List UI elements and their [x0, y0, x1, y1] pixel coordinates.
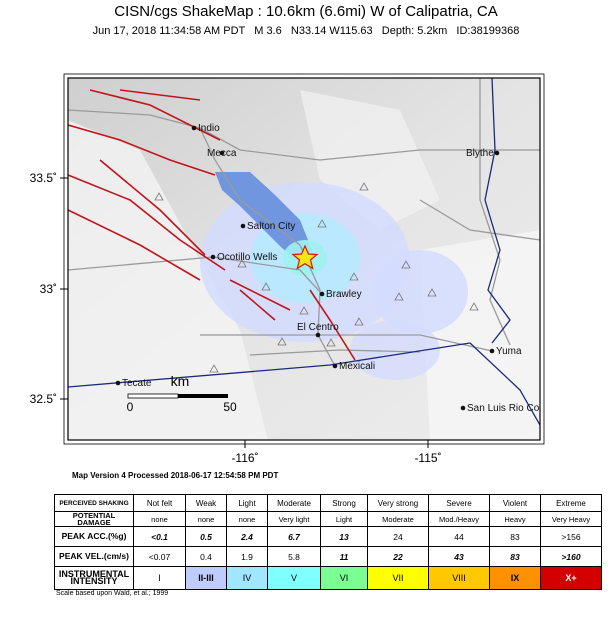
legend-cell: none	[133, 511, 186, 527]
legend-cell: Moderate	[367, 511, 429, 527]
city-label: Indio	[198, 123, 220, 134]
column-header: Very strong	[367, 494, 429, 512]
legend-cell: IX	[489, 566, 541, 590]
map-body: Indio Mecca Blythe Salton City Ocotillo …	[68, 78, 540, 440]
scale-end: 50	[223, 400, 237, 414]
map-version: Map Version 4 Processed 2018-06-17 12:54…	[72, 471, 279, 480]
legend-cell: 13	[320, 526, 368, 547]
legend-cell: 43	[428, 546, 490, 567]
legend-row: INSTRUMENTAL INTENSITY I II-III IV V VI VII VII…	[54, 566, 602, 590]
scale-unit: km	[171, 373, 190, 389]
legend-cell: >156	[540, 526, 602, 547]
column-header: Violent	[489, 494, 541, 512]
legend-cell: 11	[320, 546, 368, 567]
legend-cell: none	[185, 511, 227, 527]
legend-cell: 0.4	[185, 546, 227, 567]
column-header: Not felt	[133, 494, 186, 512]
city-label: Yuma	[496, 346, 522, 357]
legend-cell: Mod./Heavy	[428, 511, 490, 527]
legend-cell: VI	[320, 566, 368, 590]
legend-row: POTENTIAL DAMAGE none none none Very light Li…	[54, 511, 602, 527]
intensity-legend: PERCEIVED SHAKING Not felt Weak Light Modera…	[54, 494, 602, 590]
column-header: Strong	[320, 494, 368, 512]
legend-cell: X+	[540, 566, 602, 590]
legend-cell: Light	[320, 511, 368, 527]
lat-label: 32.5˚	[30, 392, 57, 406]
city-label: Tecate	[122, 378, 152, 389]
lat-label: 33˚	[40, 282, 57, 296]
legend-cell: none	[226, 511, 268, 527]
legend-cell: V	[267, 566, 321, 590]
legend-cell: VIII	[428, 566, 490, 590]
column-header: Weak	[185, 494, 227, 512]
city-label: San Luis Rio Co	[467, 403, 540, 414]
legend-cell: I	[133, 566, 186, 590]
map-frame	[67, 77, 541, 441]
legend-cell: >160	[540, 546, 602, 567]
scale-bar: km 0 50	[127, 373, 237, 414]
title: CISN/cgs ShakeMap : 10.6km (6.6mi) W of …	[114, 3, 497, 20]
legend-cell: Very light	[267, 511, 321, 527]
legend-cell: <0.07	[133, 546, 186, 567]
legend-header-row: PERCEIVED SHAKING Not felt Weak Light Modera…	[54, 494, 602, 512]
legend-cell: II-III	[185, 566, 227, 590]
map-figure: CISN/cgs ShakeMap : 10.6km (6.6mi) W of …	[30, 3, 545, 465]
legend-cell: Heavy	[489, 511, 541, 527]
legend-cell: 24	[367, 526, 429, 547]
column-header: Light	[226, 494, 268, 512]
city-label: Ocotillo Wells	[217, 252, 277, 263]
legend-cell: 6.7	[267, 526, 321, 547]
column-header: Extreme	[540, 494, 602, 512]
legend-cell: 5.8	[267, 546, 321, 567]
city-label: Mecca	[207, 148, 237, 159]
lon-label: -115˚	[414, 451, 441, 465]
legend-row: PEAK ACC.(%g) <0.1 0.5 2.4 6.7 13 24 44 83 >156	[54, 526, 602, 547]
legend-cell: 2.4	[226, 526, 268, 547]
legend-row: PEAK VEL.(cm/s) <0.07 0.4 1.9 5.8 11 22 43 83 >16…	[54, 546, 602, 567]
legend-cell: 83	[489, 526, 541, 547]
legend-cell: 83	[489, 546, 541, 567]
column-header: Moderate	[267, 494, 321, 512]
city-label: Blythe	[466, 148, 494, 159]
scale-start: 0	[127, 400, 134, 414]
legend-cell: 22	[367, 546, 429, 567]
legend-cell: 0.5	[185, 526, 227, 547]
footnote: Scale based upon Wald, et al.; 1999	[56, 590, 169, 597]
city-label: Mexicali	[339, 361, 375, 372]
lat-label: 33.5˚	[30, 171, 57, 185]
city-label: El Centro	[297, 322, 339, 333]
row-label: PEAK ACC.(%g)	[54, 526, 134, 547]
legend-cell: VII	[367, 566, 429, 590]
column-header: Severe	[428, 494, 490, 512]
legend-cell: Very Heavy	[540, 511, 602, 527]
legend-cell: 44	[428, 526, 490, 547]
city-label: Brawley	[326, 289, 362, 300]
map-frame-outer	[63, 73, 545, 445]
legend-cell: <0.1	[133, 526, 186, 547]
city-label: Salton City	[247, 221, 295, 232]
legend-cell: 1.9	[226, 546, 268, 567]
row-label: PEAK VEL.(cm/s)	[54, 546, 134, 567]
subtitle: Jun 17, 2018 11:34:58 AM PDT M 3.6 N33.1…	[93, 25, 520, 37]
lon-label: -116˚	[231, 451, 258, 465]
row-label: PERCEIVED SHAKING	[54, 494, 134, 512]
row-label: INSTRUMENTAL INTENSITY	[54, 566, 134, 590]
row-label: POTENTIAL DAMAGE	[54, 511, 134, 527]
legend-cell: IV	[226, 566, 268, 590]
